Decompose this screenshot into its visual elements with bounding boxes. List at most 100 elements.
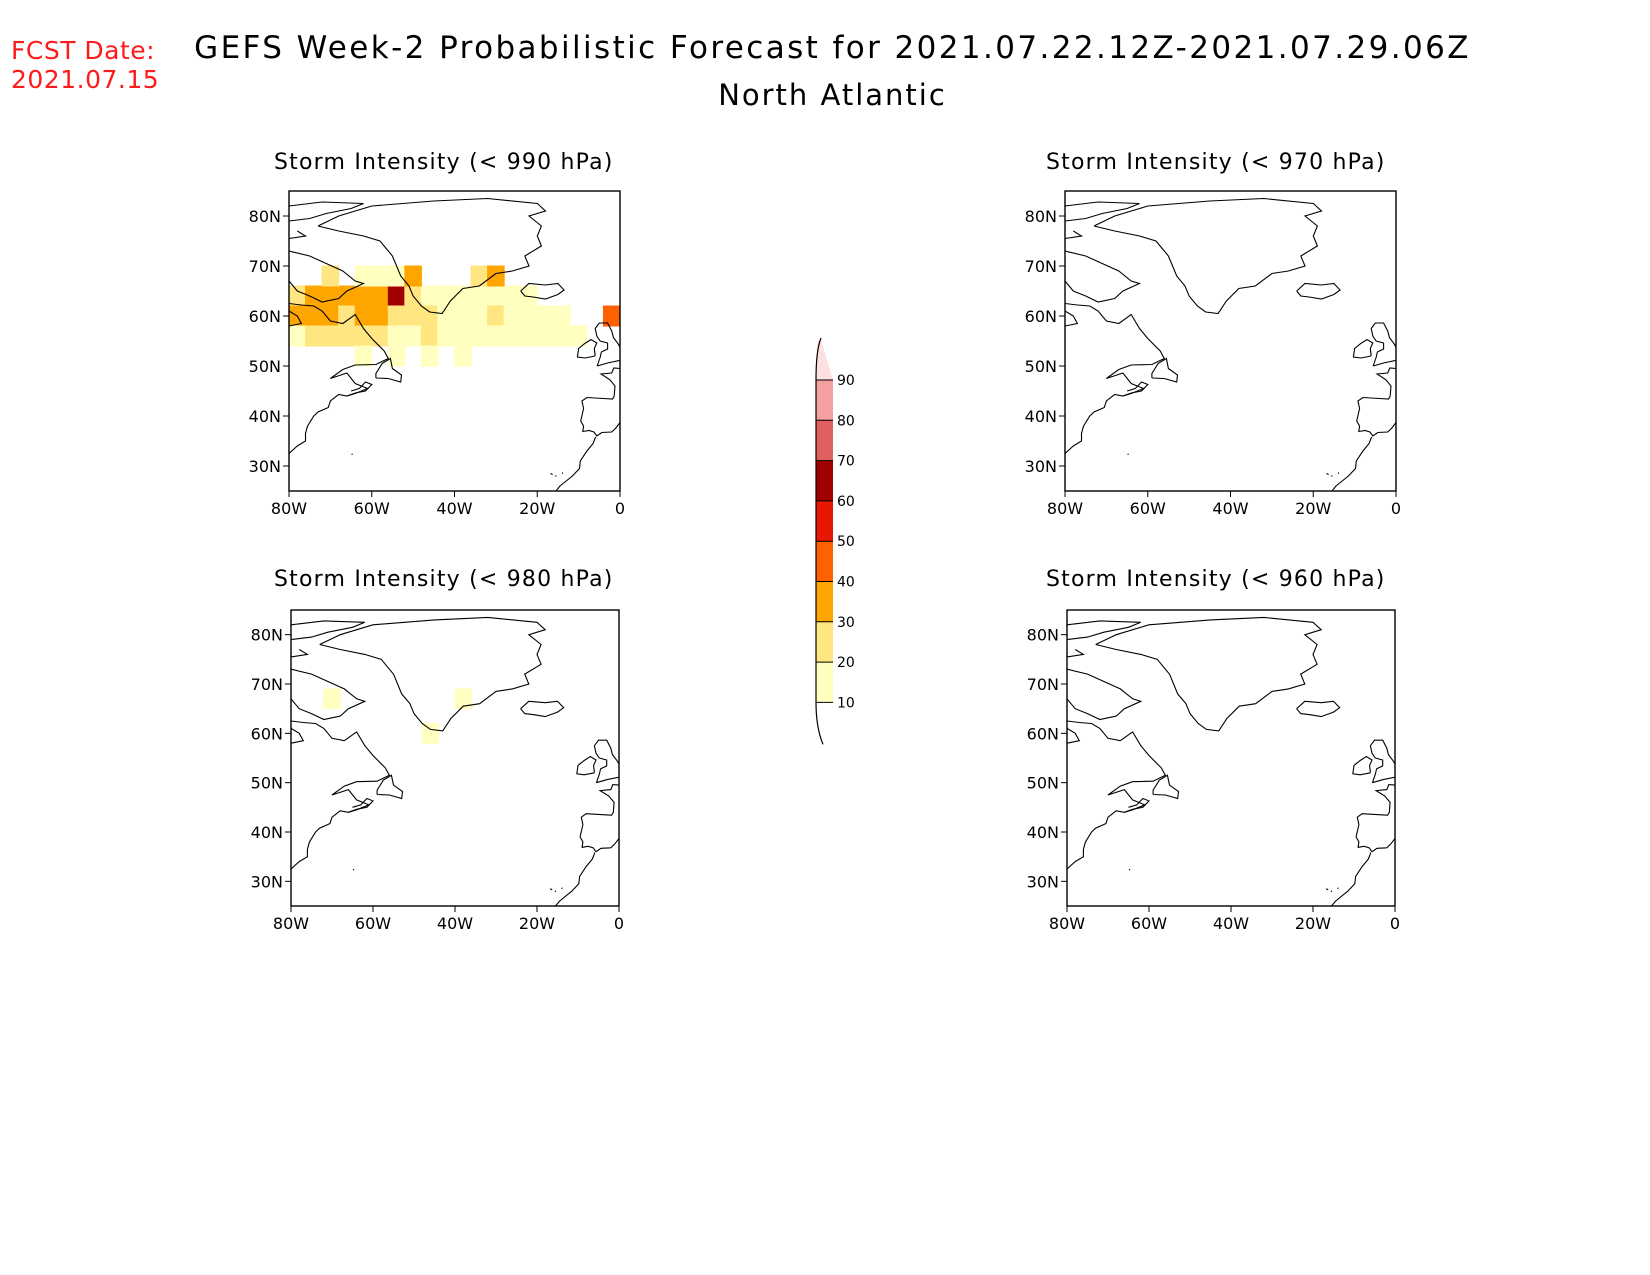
lat-tick-label: 50N (1027, 774, 1059, 793)
lat-tick-label: 60N (1025, 307, 1057, 326)
probability-cell (536, 325, 555, 347)
lon-tick-label: 60W (355, 914, 391, 933)
colorbar-bottom-arrow (816, 702, 833, 743)
colorbar-segment (816, 380, 833, 421)
probability-cell (602, 305, 620, 327)
probability-cell (371, 285, 389, 307)
lon-tick-label: 80W (1047, 499, 1083, 518)
coastline (319, 616, 547, 732)
lat-tick-label: 70N (1025, 257, 1057, 276)
probability-cell (354, 265, 373, 287)
coastline (1093, 197, 1323, 315)
lat-tick-label: 60N (249, 307, 281, 326)
probability-cell (354, 345, 373, 367)
colorbar-segment (816, 621, 833, 663)
coastline (520, 700, 565, 718)
region-subtitle: North Atlantic (718, 78, 947, 112)
lon-tick-label: 20W (519, 914, 555, 933)
coastline (289, 201, 364, 222)
lon-tick-label: 80W (1049, 914, 1085, 933)
lon-tick-label: 60W (1131, 914, 1167, 933)
map-content (1067, 616, 1395, 906)
probability-cell (305, 305, 323, 327)
colorbar-label: 50 (837, 534, 855, 550)
lat-tick-label: 40N (1025, 407, 1057, 426)
probability-cell (420, 325, 439, 347)
coastline (594, 322, 620, 367)
probability-cell (323, 688, 341, 710)
probability-cell (321, 285, 340, 307)
coastline (593, 739, 619, 784)
lat-tick-label: 70N (249, 257, 281, 276)
coastline (1127, 453, 1129, 456)
coastline (289, 230, 308, 240)
panel-title-960: Storm Intensity (< 960 hPa) (1046, 567, 1386, 592)
coastline (291, 720, 391, 870)
coastline (576, 338, 598, 359)
map-panel-970: 80N 70N 60N 50N 40N 30N 80W 60W 40W 20W 0 (1025, 190, 1401, 518)
coastline (289, 302, 390, 454)
colorbar-segment (816, 500, 833, 542)
coastline (1067, 649, 1085, 658)
lat-tick-label: 40N (249, 407, 281, 426)
coastline (1352, 338, 1374, 359)
coastline (351, 453, 353, 456)
coastline (555, 475, 557, 477)
lon-tick-label: 80W (271, 499, 307, 518)
probability-colorbar: 10 20 30 40 50 60 70 80 90 (815, 337, 855, 745)
coastline (1326, 473, 1329, 475)
coastline (1067, 620, 1142, 641)
lat-tick-label: 50N (251, 774, 283, 793)
lon-tick-label: 0 (614, 914, 624, 933)
colorbar-label: 30 (837, 615, 855, 631)
probability-cell (470, 265, 489, 287)
lat-tick-label: 80N (249, 207, 281, 226)
coastline (1331, 436, 1373, 491)
probability-cell (404, 305, 422, 327)
lat-tick-label: 30N (251, 872, 283, 891)
coastline (346, 381, 373, 397)
probability-cell (536, 305, 555, 327)
coastline (520, 282, 565, 300)
coastline (1095, 616, 1323, 732)
probability-cell (387, 345, 406, 367)
coastline (291, 727, 305, 744)
lat-tick-label: 50N (1025, 357, 1057, 376)
map-frame (290, 609, 620, 907)
lat-tick-label: 70N (1027, 675, 1059, 694)
coastline (291, 668, 367, 721)
probability-cell (387, 305, 406, 327)
lat-tick-label: 70N (251, 675, 283, 694)
coastline (1337, 887, 1339, 890)
probability-cell (321, 265, 340, 287)
lat-tick-label: 30N (249, 457, 281, 476)
lon-tick-label: 40W (1213, 914, 1249, 933)
coastline (1065, 302, 1166, 454)
coastline (376, 774, 404, 800)
forecast-date-block: FCST Date: 2021.07.15 (11, 36, 159, 94)
probability-cell (437, 285, 455, 307)
lat-tick-label: 40N (251, 823, 283, 842)
coastline (1355, 784, 1395, 853)
lon-tick-label: 40W (1212, 499, 1248, 518)
lat-tick-label: 60N (251, 724, 283, 743)
probability-cell (421, 722, 440, 744)
page-title: GEFS Week-2 Probabilistic Forecast for 2… (194, 30, 1471, 66)
colorbar-segment (816, 541, 833, 582)
lon-tick-label: 60W (1130, 499, 1166, 518)
probability-cell (338, 325, 356, 347)
lon-tick-label: 40W (437, 914, 473, 933)
probability-cell (338, 305, 356, 327)
coastline (289, 250, 366, 303)
probability-cell (470, 325, 489, 347)
lat-tick-label: 60N (1027, 724, 1059, 743)
coastline (1331, 475, 1333, 477)
colorbar-segment (816, 420, 833, 461)
probability-cell (470, 285, 489, 307)
lon-tick-label: 40W (436, 499, 472, 518)
lon-tick-label: 80W (273, 914, 309, 933)
coastline (554, 890, 557, 893)
coastline (289, 310, 303, 327)
panel-title-970: Storm Intensity (< 970 hPa) (1046, 150, 1386, 175)
coastline (550, 473, 553, 475)
